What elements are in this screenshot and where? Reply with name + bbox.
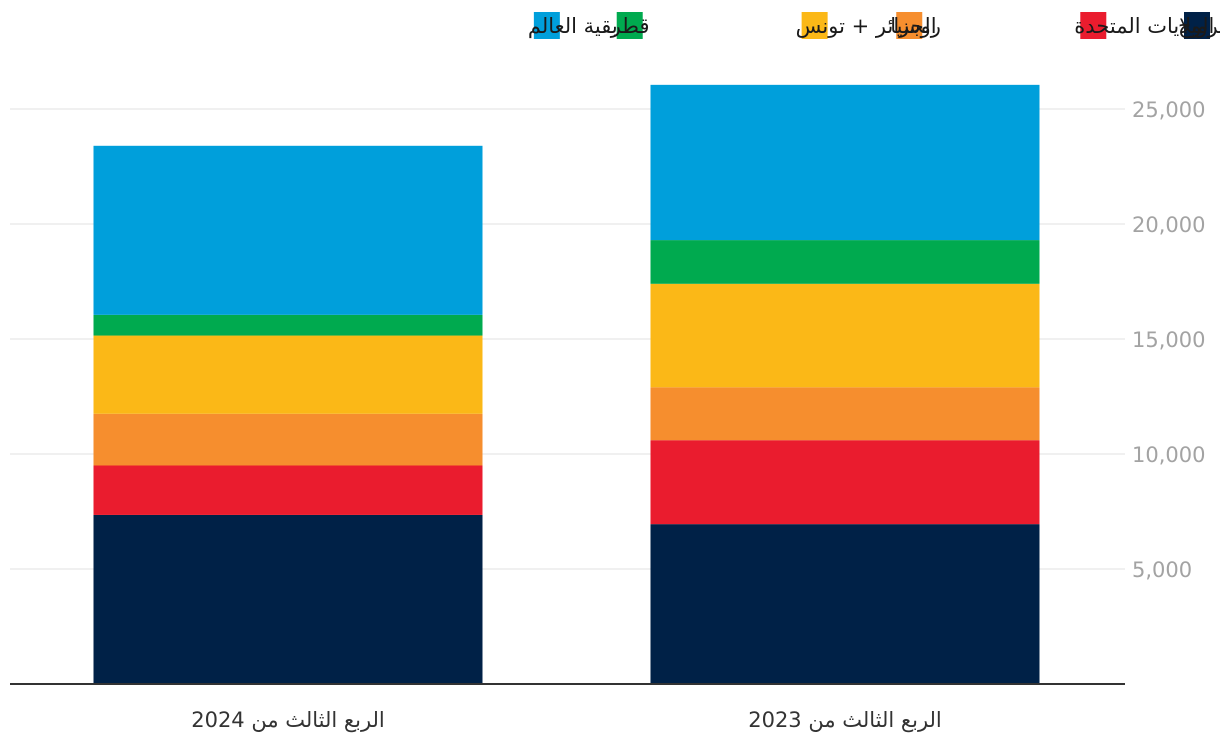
y-tick-label: 15,000 <box>1132 328 1205 352</box>
legend-item: بقية العالم <box>528 12 618 39</box>
legend-label: النرويج <box>1178 14 1220 38</box>
bar-segment <box>650 440 1040 525</box>
bar-segment <box>650 283 1040 388</box>
x-axis-labels: الربع الثالث من 2023 الربع الثالث من 2024 <box>191 708 942 732</box>
bar-segment <box>93 514 483 684</box>
bar-segment <box>93 465 483 515</box>
legend-swatch <box>1184 12 1210 39</box>
legend-swatch <box>801 12 828 39</box>
legend-swatch <box>533 12 560 39</box>
legend-swatch <box>616 12 643 39</box>
bar-segment <box>93 335 483 414</box>
x-category-label: الربع الثالث من 2023 <box>748 708 942 732</box>
legend-item: قطر <box>610 12 650 39</box>
bars <box>93 84 1040 684</box>
legend-label: الولايات المتحدة <box>1074 14 1214 38</box>
y-tick-label: 25,000 <box>1132 98 1205 122</box>
bar-segment <box>650 240 1040 284</box>
legend-item: روسيا <box>890 12 941 39</box>
legend-label: الجزائر + تونس <box>796 14 937 38</box>
bar-segment <box>650 387 1040 441</box>
y-tick-label: 10,000 <box>1132 443 1205 467</box>
y-axis-ticks: 5,000 10,000 15,000 20,000 25,000 <box>1132 98 1205 582</box>
legend-label: قطر <box>610 14 650 38</box>
y-tick-label: 5,000 <box>1132 558 1192 582</box>
legend-swatch <box>1080 12 1107 39</box>
bar-segment <box>650 524 1040 684</box>
bar-segment <box>650 84 1040 241</box>
legend-item: النرويج <box>1178 12 1220 39</box>
bar-segment <box>93 145 483 315</box>
bar-segment <box>93 314 483 336</box>
legend-item: الولايات المتحدة <box>1074 12 1214 39</box>
legend-item: الجزائر + تونس <box>796 12 937 39</box>
y-tick-label: 20,000 <box>1132 213 1205 237</box>
legend-label: روسيا <box>890 14 941 38</box>
legend-label: بقية العالم <box>528 14 618 39</box>
x-category-label: الربع الثالث من 2024 <box>191 708 385 732</box>
bar-segment <box>93 413 483 466</box>
legend-swatch <box>896 12 923 39</box>
